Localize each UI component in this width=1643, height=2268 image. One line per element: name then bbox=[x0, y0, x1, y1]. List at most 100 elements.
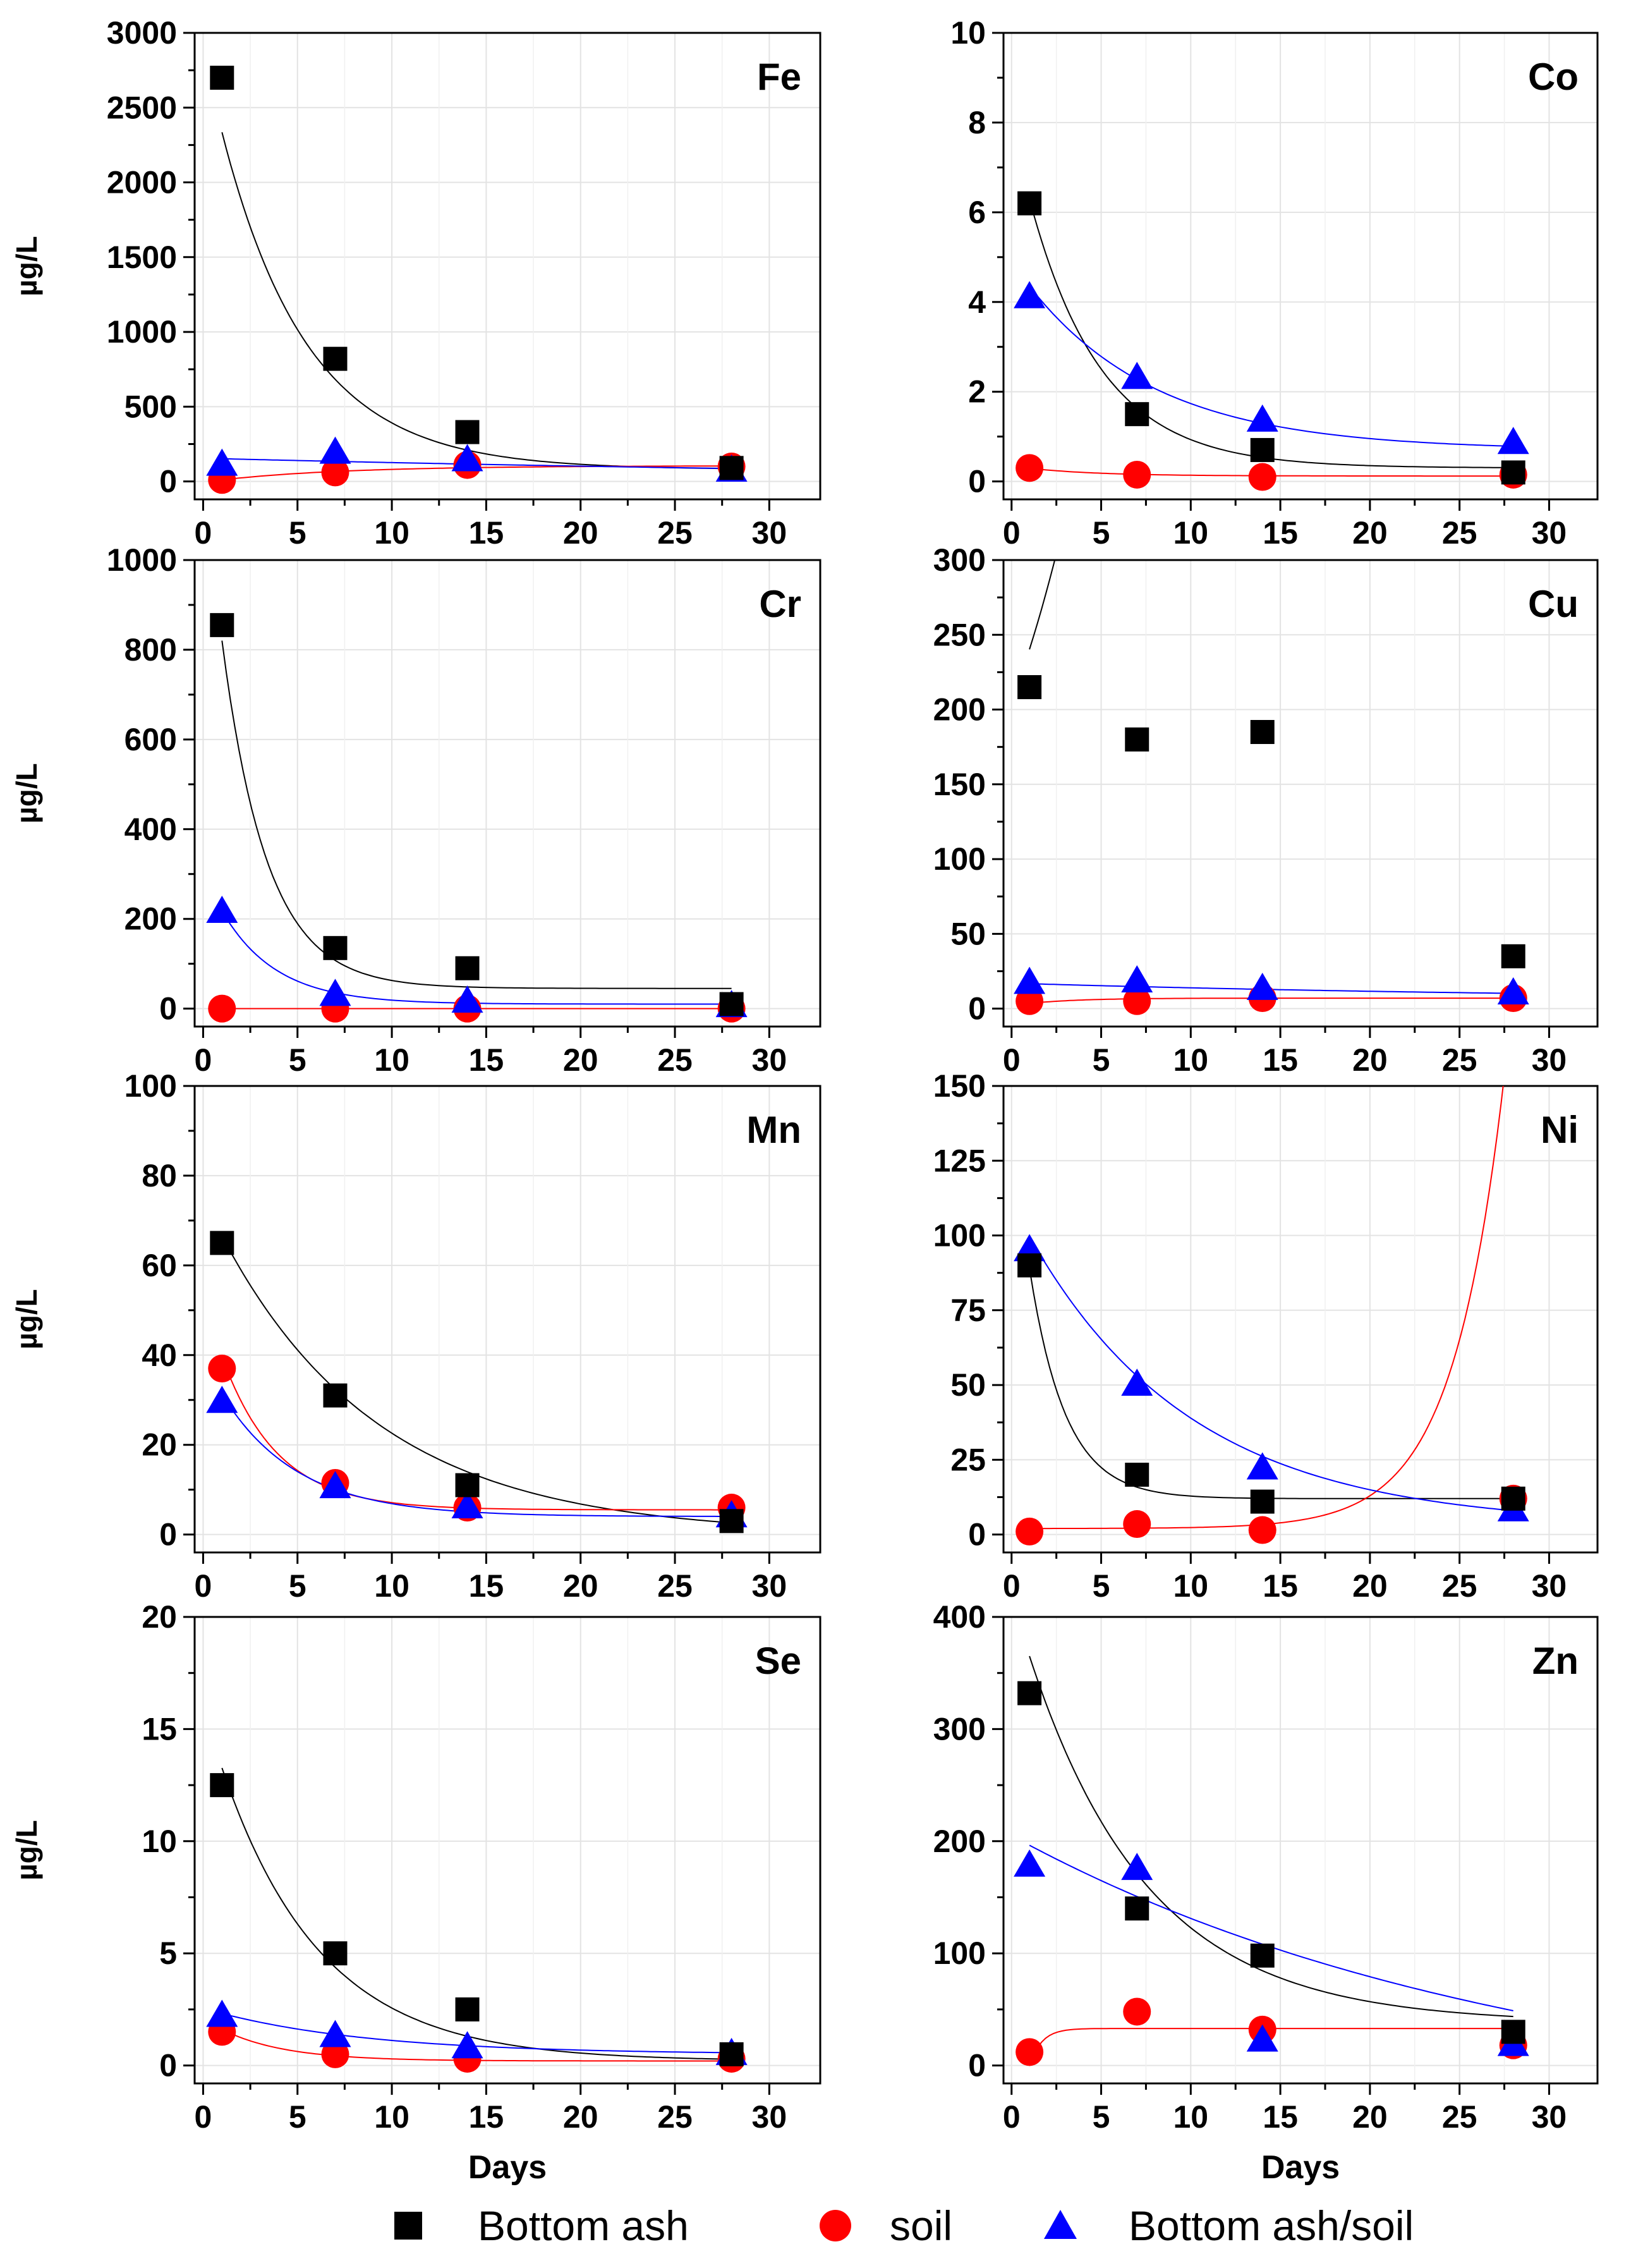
y-tick-label: 8 bbox=[968, 105, 986, 140]
x-tick-label: 20 bbox=[563, 1568, 598, 1604]
point-bottom-ash-soil bbox=[1014, 966, 1046, 994]
panel-title: Se bbox=[755, 1640, 801, 1682]
legend-marker-bottom-ash-soil bbox=[1044, 2210, 1077, 2239]
legend-label-soil: soil bbox=[890, 2202, 952, 2249]
plot-frame bbox=[1002, 32, 1599, 501]
point-bottom-ash-soil bbox=[451, 985, 483, 1013]
point-bottom-ash bbox=[1125, 1896, 1149, 1921]
plot-frame bbox=[193, 1085, 822, 1554]
point-soil bbox=[321, 2040, 349, 2068]
point-bottom-ash bbox=[1501, 1486, 1525, 1511]
y-tick-label: 300 bbox=[933, 542, 986, 578]
x-tick-label: 5 bbox=[289, 1042, 306, 1078]
panel-title: Ni bbox=[1541, 1109, 1579, 1151]
x-tick-label: 25 bbox=[657, 1568, 693, 1604]
y-tick-label: 200 bbox=[933, 692, 986, 728]
x-tick-label: 30 bbox=[1532, 2099, 1567, 2135]
y-tick-label: 1500 bbox=[107, 240, 177, 275]
y-tick-label: 10 bbox=[142, 1824, 177, 1859]
y-axis-label: µg/L bbox=[10, 1289, 43, 1349]
x-tick-label: 30 bbox=[752, 515, 787, 551]
y-tick-label: 125 bbox=[933, 1143, 986, 1178]
y-tick-label: 10 bbox=[950, 15, 986, 51]
point-soil bbox=[208, 1355, 236, 1383]
y-tick-label: 20 bbox=[142, 1427, 177, 1463]
point-bottom-ash bbox=[210, 613, 234, 637]
x-tick-label: 10 bbox=[374, 1568, 409, 1604]
fit-curve-bottom-ash-soil bbox=[222, 2013, 732, 2054]
x-tick-label: 5 bbox=[1093, 1568, 1110, 1604]
point-bottom-ash-soil bbox=[1014, 1849, 1046, 1877]
x-tick-label: 10 bbox=[374, 515, 409, 551]
x-tick-label: 30 bbox=[1532, 515, 1567, 551]
y-tick-label: 75 bbox=[950, 1293, 986, 1328]
y-tick-label: 4 bbox=[968, 284, 986, 320]
y-tick-label: 0 bbox=[968, 2048, 986, 2083]
y-tick-label: 15 bbox=[142, 1711, 177, 1747]
x-tick-label: 10 bbox=[1173, 1568, 1209, 1604]
point-bottom-ash bbox=[1250, 720, 1275, 745]
point-bottom-ash-soil bbox=[1246, 404, 1278, 432]
point-bottom-ash bbox=[323, 346, 348, 371]
fit-curve-bottom-ash bbox=[221, 1767, 732, 2060]
legend-marker-bottom-ash bbox=[394, 2212, 422, 2240]
x-tick-label: 5 bbox=[1093, 1042, 1110, 1078]
point-bottom-ash bbox=[1250, 437, 1275, 462]
point-bottom-ash-soil bbox=[451, 1491, 483, 1519]
y-tick-label: 200 bbox=[124, 901, 177, 937]
x-tick-label: 30 bbox=[1532, 1568, 1567, 1604]
x-tick-label: 25 bbox=[1442, 1568, 1477, 1604]
x-tick-label: 0 bbox=[1003, 1568, 1021, 1604]
y-tick-label: 5 bbox=[159, 1936, 177, 1971]
point-bottom-ash-soil bbox=[1246, 2024, 1278, 2052]
x-tick-label: 25 bbox=[1442, 515, 1477, 551]
y-tick-label: 150 bbox=[933, 1068, 986, 1104]
x-tick-label: 10 bbox=[374, 1042, 409, 1078]
fit-curve-bottom-ash bbox=[1029, 560, 1056, 650]
panel-title: Mn bbox=[746, 1109, 801, 1151]
point-bottom-ash bbox=[1250, 1489, 1275, 1514]
x-tick-label: 20 bbox=[563, 2099, 598, 2135]
point-bottom-ash bbox=[1501, 460, 1525, 485]
y-tick-label: 100 bbox=[933, 841, 986, 877]
point-bottom-ash bbox=[455, 956, 480, 980]
point-bottom-ash-soil bbox=[1497, 427, 1529, 454]
x-tick-label: 0 bbox=[1003, 515, 1021, 551]
y-tick-label: 0 bbox=[159, 991, 177, 1027]
y-tick-label: 500 bbox=[124, 389, 177, 424]
x-tick-label: 0 bbox=[195, 1042, 212, 1078]
plot-frame bbox=[193, 32, 822, 501]
x-tick-label: 5 bbox=[1093, 2099, 1110, 2135]
x-tick-label: 30 bbox=[752, 1042, 787, 1078]
point-soil bbox=[1248, 463, 1276, 491]
fit-curve-bottom-ash bbox=[1029, 1268, 1513, 1499]
y-tick-label: 0 bbox=[968, 991, 986, 1027]
x-tick-label: 25 bbox=[657, 1042, 693, 1078]
point-bottom-ash bbox=[323, 1383, 348, 1408]
point-bottom-ash-soil bbox=[206, 1999, 238, 2027]
point-bottom-ash-soil bbox=[319, 1471, 351, 1499]
point-soil bbox=[321, 458, 349, 487]
x-tick-label: 5 bbox=[1093, 515, 1110, 551]
point-bottom-ash bbox=[1125, 727, 1149, 752]
point-soil bbox=[1123, 1997, 1151, 2026]
y-tick-label: 150 bbox=[933, 767, 986, 802]
panel-mn: 0 5 10 15 20 25 30 0 20 40 60 80 100 Mn µg/L bbox=[10, 1068, 822, 1604]
point-soil bbox=[1016, 1517, 1044, 1546]
plot-frame bbox=[193, 559, 822, 1028]
point-bottom-ash bbox=[1017, 1253, 1042, 1277]
panel-title: Zn bbox=[1532, 1640, 1579, 1682]
y-tick-label: 400 bbox=[124, 812, 177, 847]
point-bottom-ash-soil bbox=[1246, 972, 1278, 1000]
point-bottom-ash-soil bbox=[319, 2020, 351, 2047]
point-bottom-ash bbox=[1017, 675, 1042, 700]
x-tick-label: 5 bbox=[289, 515, 306, 551]
y-tick-label: 100 bbox=[933, 1936, 986, 1971]
point-bottom-ash-soil bbox=[451, 444, 483, 472]
point-bottom-ash bbox=[719, 2042, 744, 2066]
point-bottom-ash bbox=[455, 420, 480, 444]
panel-title: Co bbox=[1528, 56, 1579, 98]
x-tick-label: 10 bbox=[1173, 1042, 1209, 1078]
point-bottom-ash bbox=[210, 1231, 234, 1255]
